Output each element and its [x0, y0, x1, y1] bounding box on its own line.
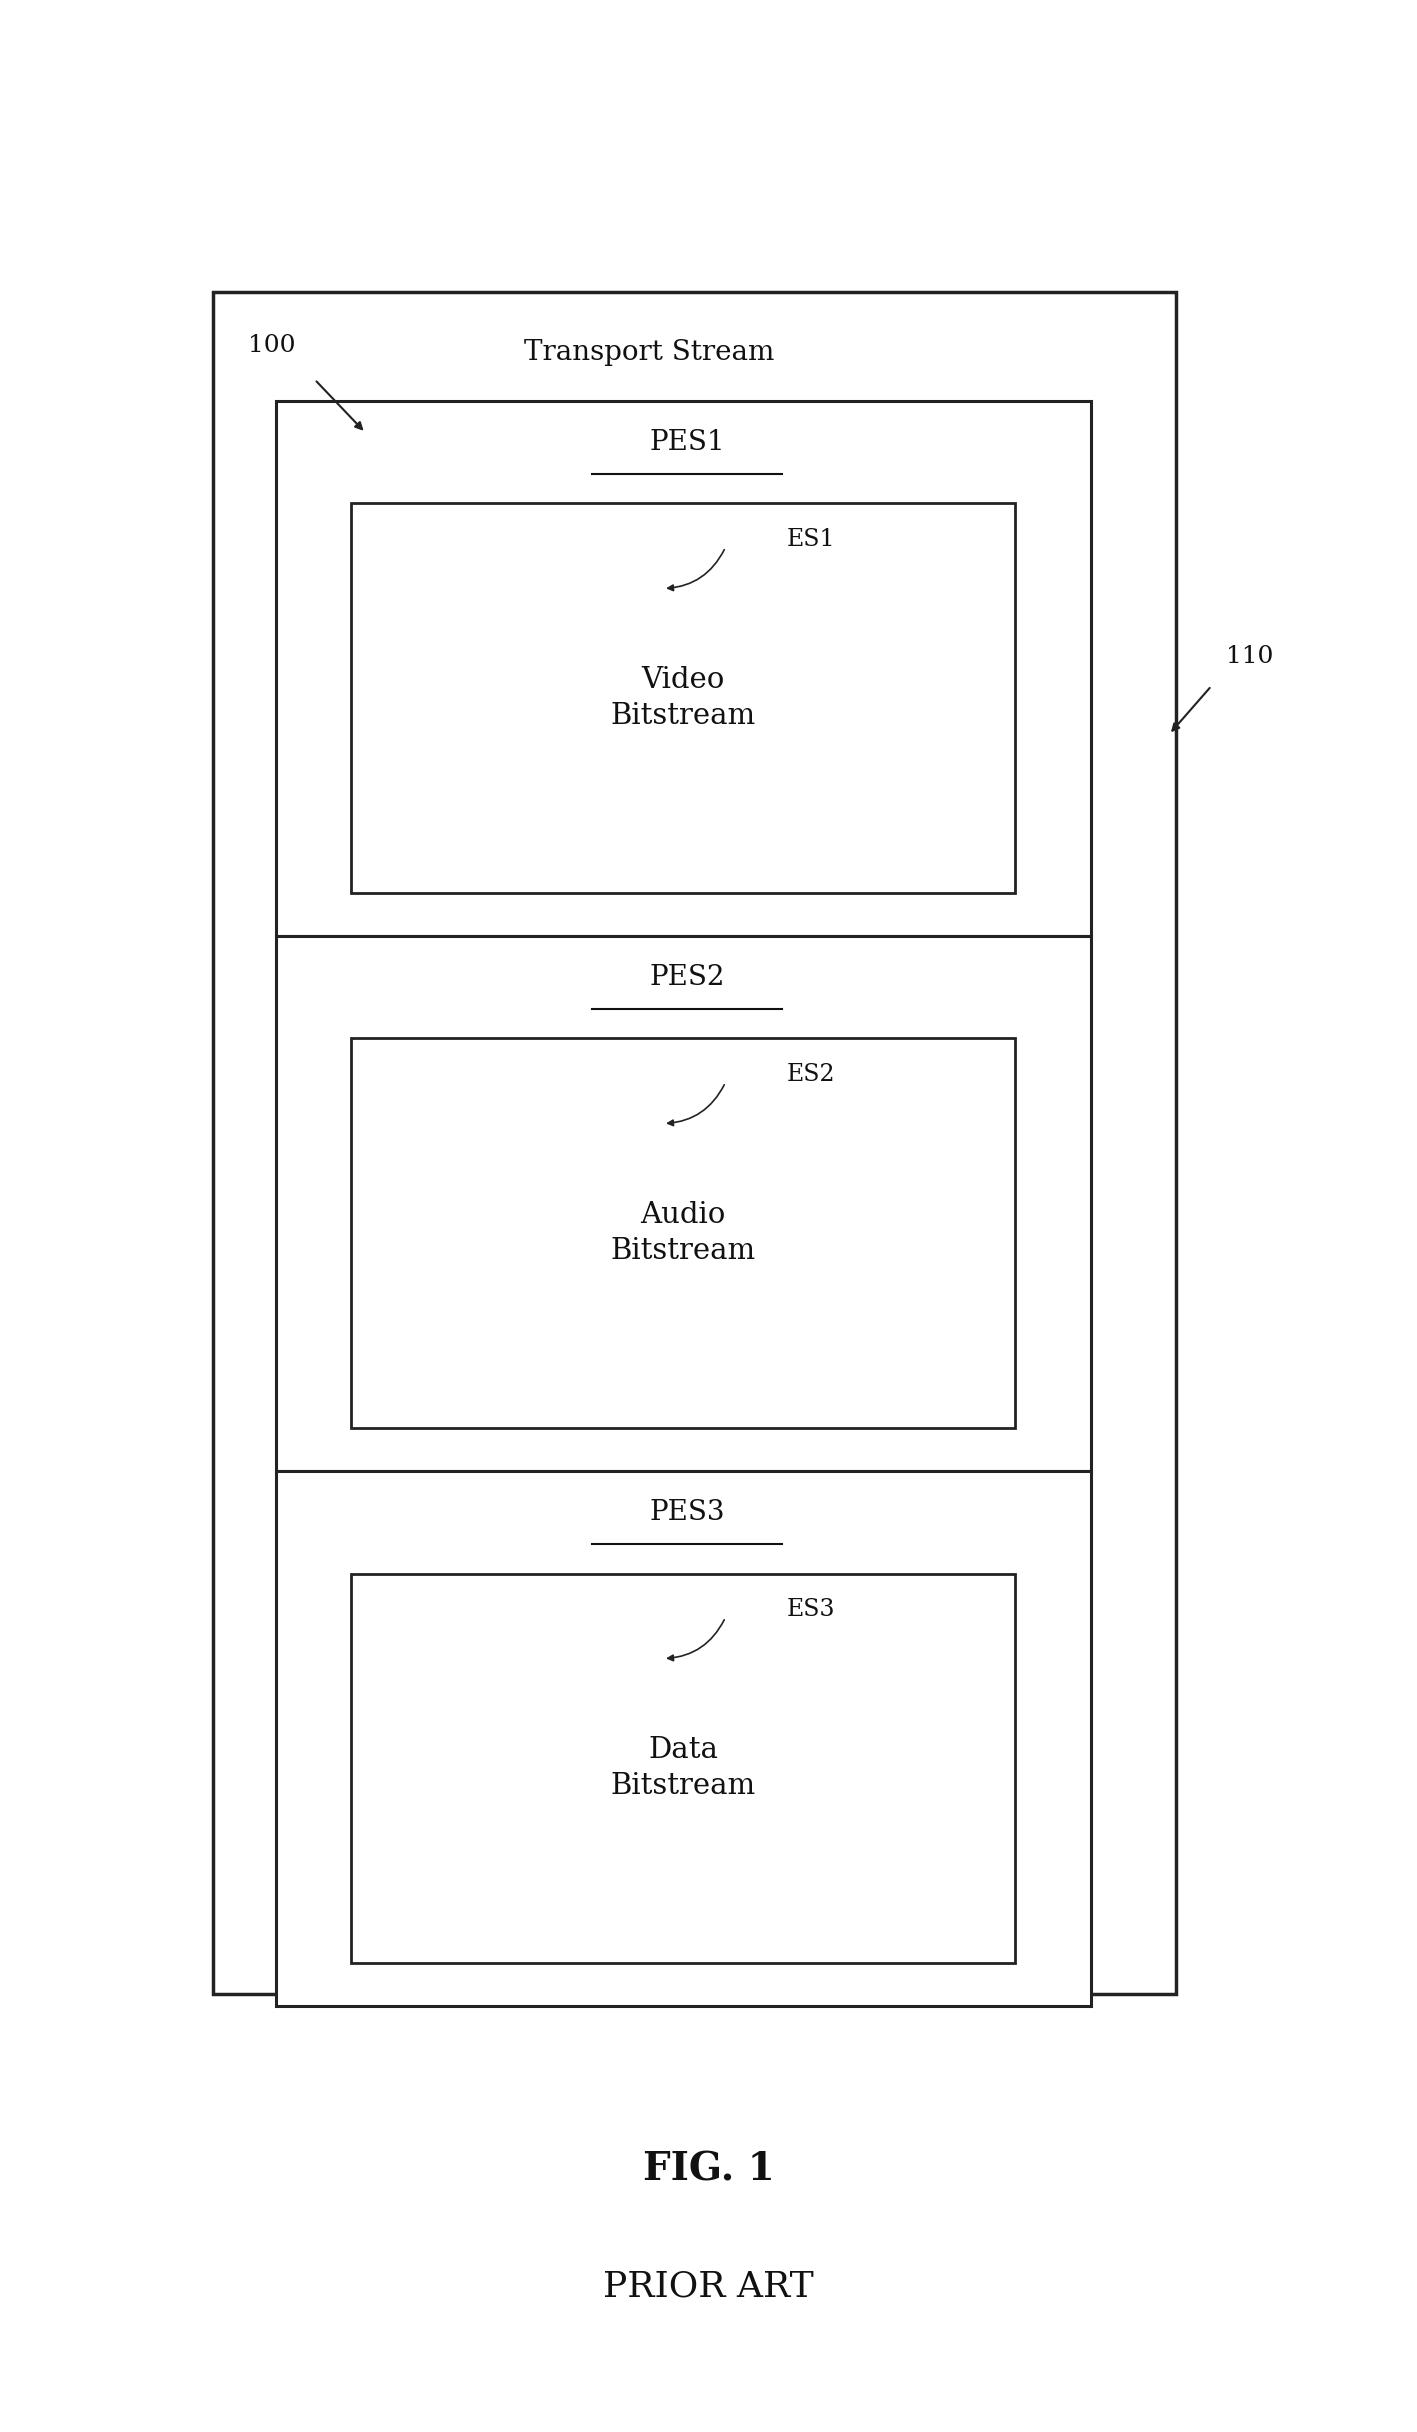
FancyBboxPatch shape [213, 292, 1176, 1994]
Text: PES1: PES1 [649, 428, 726, 457]
FancyBboxPatch shape [276, 401, 1091, 936]
Text: Video
Bitstream: Video Bitstream [611, 666, 755, 730]
Text: ES1: ES1 [786, 528, 835, 552]
Text: 100: 100 [248, 333, 296, 358]
FancyBboxPatch shape [351, 1038, 1015, 1428]
FancyBboxPatch shape [351, 1574, 1015, 1963]
Text: Data
Bitstream: Data Bitstream [611, 1736, 755, 1800]
FancyBboxPatch shape [351, 503, 1015, 893]
Text: FIG. 1: FIG. 1 [643, 2150, 774, 2189]
FancyBboxPatch shape [276, 1471, 1091, 2006]
FancyBboxPatch shape [276, 936, 1091, 1471]
Text: PES2: PES2 [649, 963, 726, 992]
Text: PRIOR ART: PRIOR ART [604, 2269, 813, 2303]
Text: Transport Stream: Transport Stream [524, 338, 775, 367]
Text: 110: 110 [1226, 644, 1272, 669]
Text: ES3: ES3 [786, 1598, 835, 1622]
Text: ES2: ES2 [786, 1063, 835, 1087]
Text: Audio
Bitstream: Audio Bitstream [611, 1201, 755, 1265]
Text: PES3: PES3 [649, 1498, 726, 1527]
